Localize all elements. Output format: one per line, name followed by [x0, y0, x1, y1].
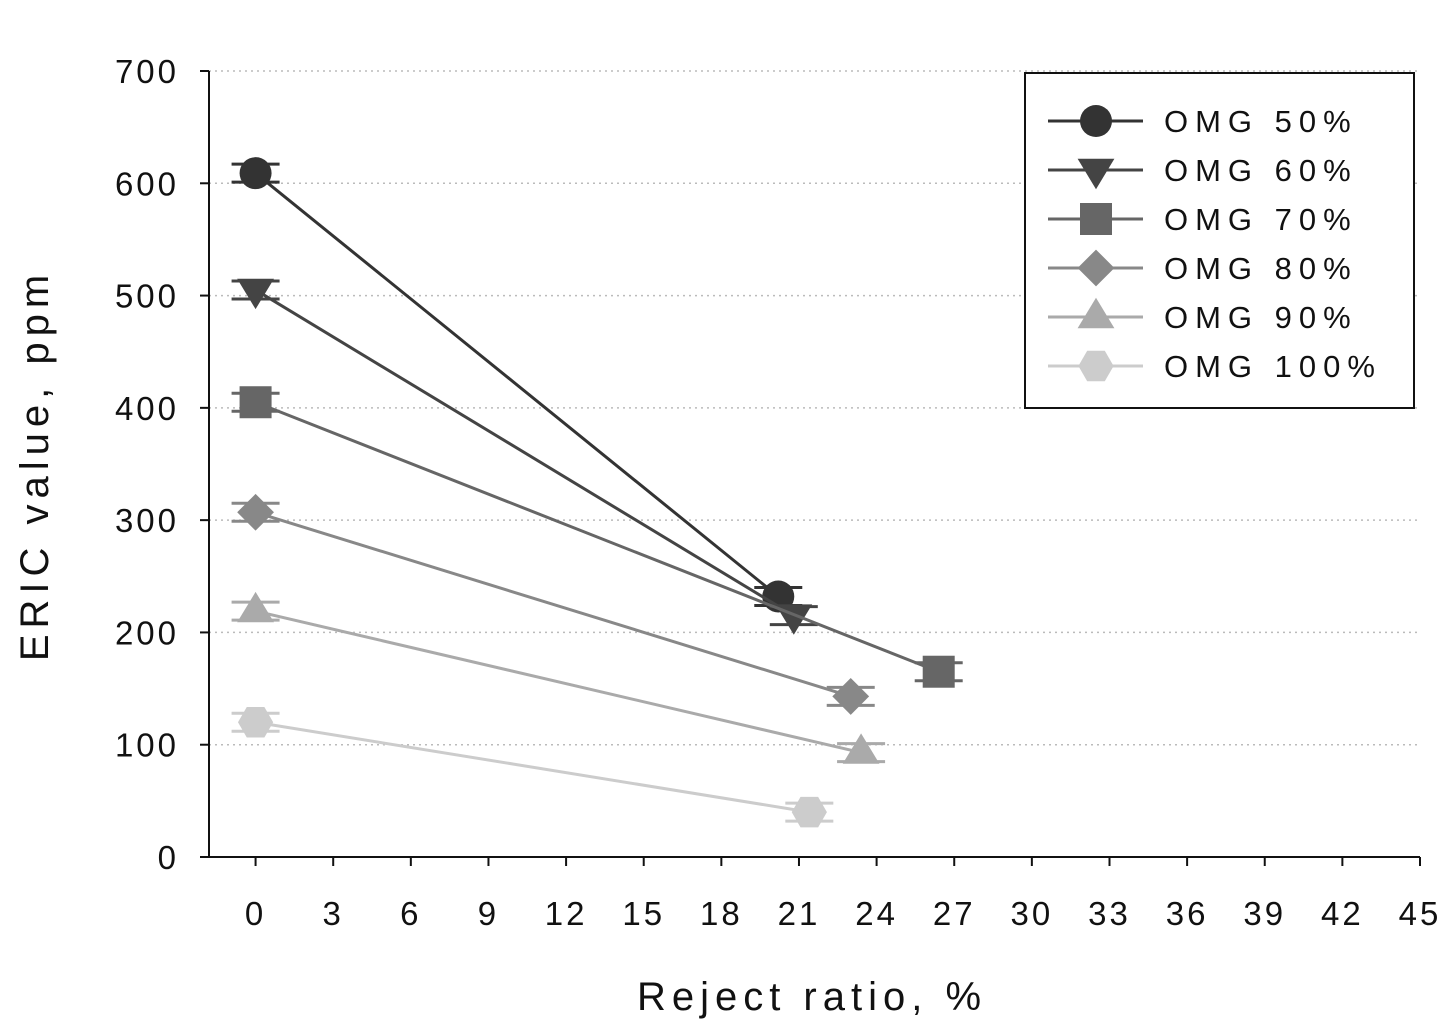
- x-tick-label-45: 45: [1399, 895, 1442, 932]
- legend-entry-2: OMG 60%: [1048, 153, 1358, 190]
- data-point-4-0: [237, 493, 274, 531]
- legend-entry-4: OMG 80%: [1048, 249, 1358, 287]
- x-tick-label-3: 3: [323, 895, 344, 932]
- legend-entry-3: OMG 70%: [1048, 202, 1358, 237]
- legend-entry-5: OMG 90%: [1048, 297, 1358, 335]
- series-line-6: [255, 720, 810, 814]
- series-line-1: [254, 172, 780, 598]
- x-axis-title: Reject ratio, %: [637, 975, 987, 1019]
- y-tick-label-600: 600: [115, 165, 179, 202]
- legend-label-1: OMG 50%: [1164, 104, 1358, 139]
- x-tick-label-15: 15: [622, 895, 665, 932]
- data-point-1-0: [239, 157, 272, 190]
- x-tick-label-0: 0: [245, 895, 266, 932]
- legend-marker-3: [1080, 203, 1112, 235]
- data-point-5-0: [237, 591, 274, 623]
- x-tick-label-33: 33: [1088, 895, 1131, 932]
- y-axis-title: ERIC value, ppm: [13, 269, 57, 661]
- y-tick-label-700: 700: [115, 53, 179, 90]
- legend-entry-1: OMG 50%: [1048, 104, 1358, 139]
- x-tick-label-27: 27: [933, 895, 976, 932]
- legend-label-5: OMG 90%: [1164, 300, 1358, 335]
- y-tick-label-0: 0: [158, 839, 179, 876]
- data-point-2-0: [237, 278, 274, 310]
- series-4: [231, 493, 875, 715]
- legend-entry-6: OMG 100%: [1048, 349, 1382, 384]
- series-group: [231, 157, 963, 828]
- series-3: [231, 386, 963, 688]
- x-tick-label-42: 42: [1321, 895, 1364, 932]
- legend: OMG 50% OMG 60% OMG 70% OMG 80% OMG 90% OMG 1…: [1024, 72, 1415, 409]
- y-tick-label-200: 200: [115, 614, 179, 651]
- legend-label-3: OMG 70%: [1164, 202, 1358, 237]
- y-tick-label-100: 100: [115, 727, 179, 764]
- legend-marker-6: [1078, 350, 1114, 382]
- data-point-3-0: [239, 386, 272, 419]
- x-tick-label-6: 6: [400, 895, 421, 932]
- data-point-5-1: [842, 733, 880, 764]
- data-point-3-1: [922, 655, 955, 688]
- x-tick-label-24: 24: [855, 895, 898, 932]
- legend-label-2: OMG 60%: [1164, 153, 1358, 188]
- series-1: [231, 157, 803, 613]
- series-2: [231, 278, 818, 635]
- x-tick-label-12: 12: [545, 895, 588, 932]
- data-point-4-1: [832, 678, 870, 715]
- legend-marker-5: [1077, 297, 1115, 329]
- series-line-2: [254, 288, 795, 617]
- series-6: [231, 707, 834, 828]
- legend-marker-4: [1077, 249, 1115, 287]
- series-line-5: [255, 609, 862, 755]
- x-tick-label-21: 21: [778, 895, 821, 932]
- data-point-6-1: [791, 796, 827, 828]
- legend-label-4: OMG 80%: [1164, 251, 1358, 286]
- x-tick-label-30: 30: [1010, 895, 1053, 932]
- x-tick-label-9: 9: [478, 895, 499, 932]
- y-tick-label-500: 500: [115, 278, 179, 315]
- y-tick-label-300: 300: [115, 502, 179, 539]
- x-tick-label-18: 18: [700, 895, 743, 932]
- legend-marker-1: [1080, 105, 1112, 137]
- legend-marker-2: [1077, 158, 1115, 190]
- series-line-3: [255, 400, 940, 674]
- x-tick-label-39: 39: [1243, 895, 1286, 932]
- series-5: [231, 591, 886, 764]
- series-line-4: [255, 510, 852, 698]
- legend-label-6: OMG 100%: [1164, 349, 1382, 384]
- data-point-6-0: [237, 707, 274, 738]
- x-tick-label-36: 36: [1166, 895, 1209, 932]
- y-tick-label-400: 400: [115, 390, 179, 427]
